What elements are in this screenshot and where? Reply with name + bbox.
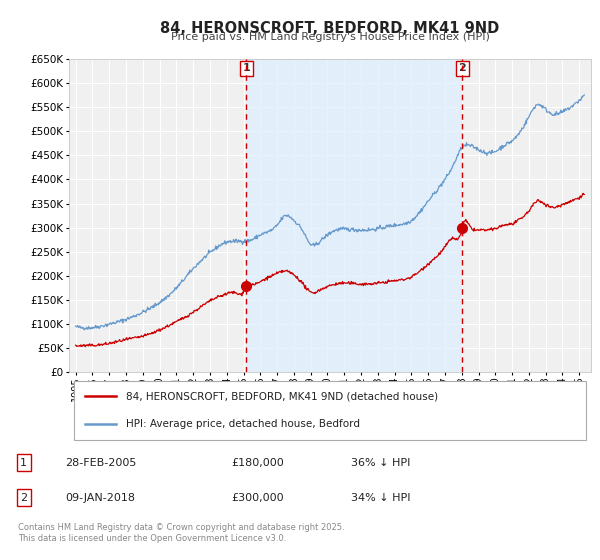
Text: 1: 1 bbox=[20, 458, 28, 468]
Bar bbox=[246, 59, 462, 372]
Text: 84, HERONSCROFT, BEDFORD, MK41 9ND: 84, HERONSCROFT, BEDFORD, MK41 9ND bbox=[160, 21, 500, 36]
Text: 09-JAN-2018: 09-JAN-2018 bbox=[65, 493, 136, 503]
Text: 2: 2 bbox=[20, 493, 28, 503]
Text: £300,000: £300,000 bbox=[232, 493, 284, 503]
Text: 36% ↓ HPI: 36% ↓ HPI bbox=[350, 458, 410, 468]
Text: HPI: Average price, detached house, Bedford: HPI: Average price, detached house, Bedf… bbox=[127, 419, 361, 430]
FancyBboxPatch shape bbox=[74, 381, 586, 440]
Text: Price paid vs. HM Land Registry's House Price Index (HPI): Price paid vs. HM Land Registry's House … bbox=[170, 32, 490, 43]
Text: 1: 1 bbox=[242, 63, 250, 73]
Text: Contains HM Land Registry data © Crown copyright and database right 2025.
This d: Contains HM Land Registry data © Crown c… bbox=[18, 524, 344, 543]
Text: 2: 2 bbox=[458, 63, 466, 73]
Text: 28-FEB-2005: 28-FEB-2005 bbox=[65, 458, 137, 468]
Text: 84, HERONSCROFT, BEDFORD, MK41 9ND (detached house): 84, HERONSCROFT, BEDFORD, MK41 9ND (deta… bbox=[127, 391, 439, 401]
Text: 34% ↓ HPI: 34% ↓ HPI bbox=[350, 493, 410, 503]
Text: £180,000: £180,000 bbox=[232, 458, 284, 468]
